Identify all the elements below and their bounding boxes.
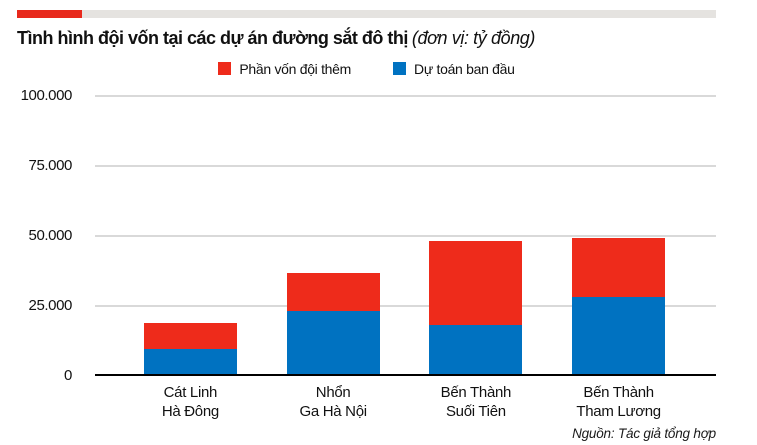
bar-column — [119, 96, 262, 374]
stacked-bar — [572, 238, 666, 374]
gridline — [95, 304, 716, 307]
accent-bar — [17, 10, 716, 18]
x-axis-labels: Cát Linh Hà Đông Nhổn Ga Hà Nội Bến Thành Suố… — [95, 383, 716, 421]
source-note: Nguồn: Tác giả tổng hợp — [572, 425, 716, 441]
legend-swatch-icon — [393, 62, 407, 75]
x-axis-line — [95, 373, 716, 376]
bar-segment-du-toan-ban-dau — [143, 348, 237, 374]
bars-row — [95, 96, 716, 374]
legend-item-0: Phần vốn đội thêm — [218, 61, 351, 77]
x-category-label-line: Nhổn — [315, 383, 351, 401]
x-category-label: Cát Linh Hà Đông — [119, 383, 262, 421]
bar-segment-phan-von-doi-them — [143, 323, 237, 349]
x-category-label-line: Cát Linh — [163, 383, 218, 401]
bar-column — [262, 96, 405, 374]
legend: Phần vốn đội thêm Dự toán ban đầu — [17, 61, 716, 77]
legend-item-1: Dự toán ban đầu — [393, 61, 515, 77]
gridline — [95, 94, 716, 97]
bar-segment-du-toan-ban-dau — [286, 310, 380, 374]
accent-bar-red — [17, 10, 82, 18]
gridline — [95, 234, 716, 237]
chart-title-unit: (đơn vị: tỷ đồng) — [411, 28, 536, 48]
chart-title: Tình hình đội vốn tại các dự án đường sắ… — [17, 27, 716, 50]
x-category-label: Nhổn Ga Hà Nội — [262, 383, 405, 421]
plot-area — [95, 94, 716, 376]
stacked-bar — [286, 272, 380, 374]
bar-segment-du-toan-ban-dau — [429, 324, 523, 374]
chart-card: Tình hình đội vốn tại các dự án đường sắ… — [17, 0, 716, 441]
chart-title-text: Tình hình đội vốn tại các dự án đường sắ… — [17, 28, 408, 48]
legend-label: Phần vốn đội thêm — [239, 60, 352, 77]
bar-column — [547, 96, 690, 374]
gridline — [95, 164, 716, 167]
x-category-label-line: Bến Thành — [583, 383, 654, 401]
x-category-label-line: Tham Lương — [576, 402, 661, 420]
x-category-label-line: Hà Đông — [161, 402, 219, 420]
y-tick-label: 0 — [64, 366, 72, 384]
chart-area: 0 25.000 50.000 75.000 100.000 — [17, 87, 716, 384]
stacked-bar — [143, 323, 237, 374]
y-tick-label: 75.000 — [28, 156, 73, 174]
y-tick-label: 25.000 — [28, 296, 73, 314]
y-tick-label: 50.000 — [28, 226, 73, 244]
legend-label: Dự toán ban đầu — [414, 60, 515, 77]
x-category-label: Bến Thành Tham Lương — [547, 383, 690, 421]
x-category-label: Bến Thành Suối Tiên — [405, 383, 548, 421]
legend-swatch-icon — [218, 62, 232, 75]
bar-segment-phan-von-doi-them — [572, 238, 666, 298]
x-category-label-line: Ga Hà Nội — [299, 402, 367, 420]
bar-segment-du-toan-ban-dau — [572, 297, 666, 374]
stacked-bar — [429, 241, 523, 374]
x-category-label-line: Suối Tiên — [445, 402, 506, 420]
y-tick-label: 100.000 — [20, 86, 73, 104]
bar-column — [405, 96, 548, 374]
bar-segment-phan-von-doi-them — [429, 241, 523, 325]
accent-bar-gray — [82, 10, 716, 18]
x-category-label-line: Bến Thành — [440, 383, 512, 401]
bar-segment-phan-von-doi-them — [286, 272, 380, 311]
